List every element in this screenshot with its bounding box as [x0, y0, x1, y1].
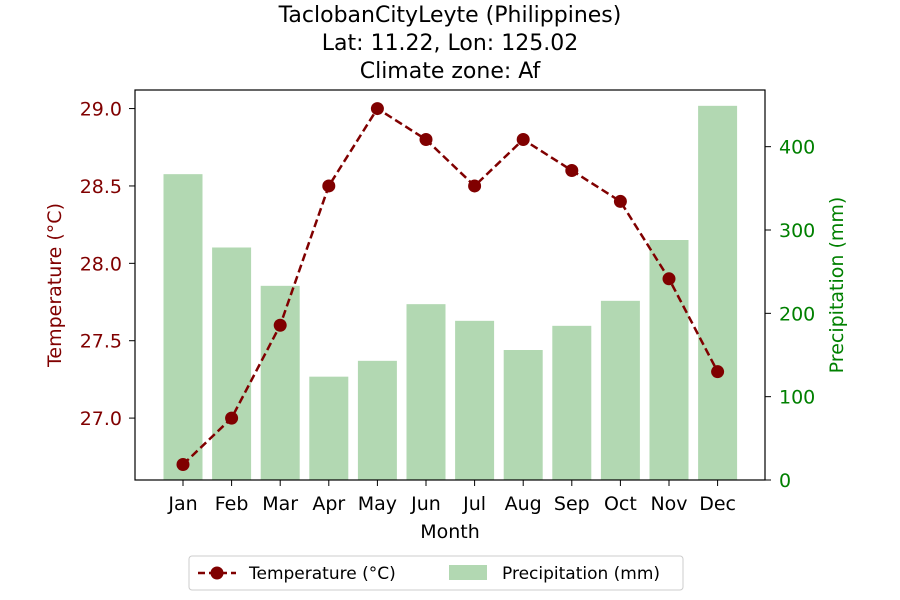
x-tick-label: Nov: [650, 493, 687, 515]
chart-title-line-1: TaclobanCityLeyte (Philippines): [278, 3, 622, 28]
legend-temperature-label: Temperature (°C): [248, 564, 396, 584]
x-tick-label: Aug: [505, 493, 542, 515]
temperature-line: [176, 102, 725, 472]
right-tick-label: 400: [779, 137, 815, 159]
temperature-point-jun: [419, 133, 433, 147]
precipitation-bar-aug: [503, 350, 543, 480]
x-tick-label: Dec: [699, 493, 736, 515]
left-axis-ticks: 27.0 27.5 28.0 28.5 29.0: [80, 99, 135, 430]
precipitation-bar-oct: [600, 300, 640, 480]
x-tick-label: Mar: [262, 493, 298, 515]
x-tick-label: Sep: [554, 493, 590, 515]
temperature-point-nov: [662, 272, 676, 286]
precipitation-bars: [163, 105, 738, 480]
precipitation-bar-may: [357, 360, 397, 480]
x-tick-label: Jan: [167, 493, 197, 515]
x-tick-label: Oct: [604, 493, 637, 515]
precipitation-bar-apr: [309, 376, 349, 480]
temperature-point-mar: [273, 318, 287, 332]
x-tick-label: Jul: [462, 493, 486, 515]
chart-title-line-2: Lat: 11.22, Lon: 125.02: [322, 31, 578, 56]
precipitation-bar-mar: [260, 285, 300, 480]
legend-precipitation-swatch: [449, 565, 487, 580]
x-tick-label: Jun: [410, 493, 441, 515]
temperature-point-oct: [613, 194, 627, 208]
left-tick-label: 28.5: [80, 176, 122, 198]
legend: Temperature (°C) Precipitation (mm): [188, 555, 684, 591]
precipitation-bar-jan: [163, 174, 203, 480]
temperature-point-jul: [468, 179, 482, 193]
legend-temperature-marker: [210, 566, 224, 580]
right-axis-label: Precipitation (mm): [826, 197, 848, 374]
temperature-point-apr: [322, 179, 336, 193]
temperature-point-sep: [565, 163, 579, 177]
temperature-point-dec: [711, 365, 725, 379]
temperature-point-aug: [516, 133, 530, 147]
right-tick-label: 100: [779, 387, 815, 409]
x-axis-label: Month: [420, 521, 480, 543]
right-tick-label: 200: [779, 303, 815, 325]
plot-frame: [134, 89, 766, 481]
x-tick-label: Feb: [215, 493, 249, 515]
left-tick-label: 29.0: [80, 99, 122, 121]
temperature-point-may: [370, 102, 384, 116]
precipitation-bar-dec: [698, 105, 738, 480]
right-tick-label: 0: [779, 470, 791, 492]
right-axis-ticks: 0 100 200 300 400: [765, 137, 815, 492]
precipitation-bar-feb: [212, 247, 252, 480]
temperature-point-jan: [176, 458, 190, 472]
temperature-point-feb: [225, 411, 239, 425]
x-tick-label: May: [358, 493, 397, 515]
precipitation-bar-jun: [406, 304, 446, 480]
left-tick-label: 27.0: [80, 408, 122, 430]
chart-title: TaclobanCityLeyte (Philippines) Lat: 11.…: [278, 3, 622, 84]
legend-precipitation-label: Precipitation (mm): [502, 564, 660, 584]
legend-box: [188, 555, 684, 591]
precipitation-bar-jul: [455, 320, 495, 480]
right-tick-label: 300: [779, 220, 815, 242]
left-axis-label: Temperature (°C): [44, 203, 66, 368]
left-tick-label: 27.5: [80, 331, 122, 353]
left-tick-label: 28.0: [80, 253, 122, 275]
temperature-series-line: [182, 106, 719, 466]
x-axis-ticks: Jan Feb Mar Apr May Jun Jul Aug Sep Oct Nov Dec: [167, 480, 736, 515]
x-tick-label: Apr: [312, 493, 345, 515]
precipitation-bar-sep: [552, 325, 592, 480]
chart-title-line-3: Climate zone: Af: [360, 59, 542, 84]
